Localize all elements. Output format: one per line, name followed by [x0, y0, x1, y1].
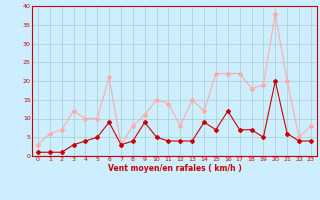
- X-axis label: Vent moyen/en rafales ( km/h ): Vent moyen/en rafales ( km/h ): [108, 164, 241, 173]
